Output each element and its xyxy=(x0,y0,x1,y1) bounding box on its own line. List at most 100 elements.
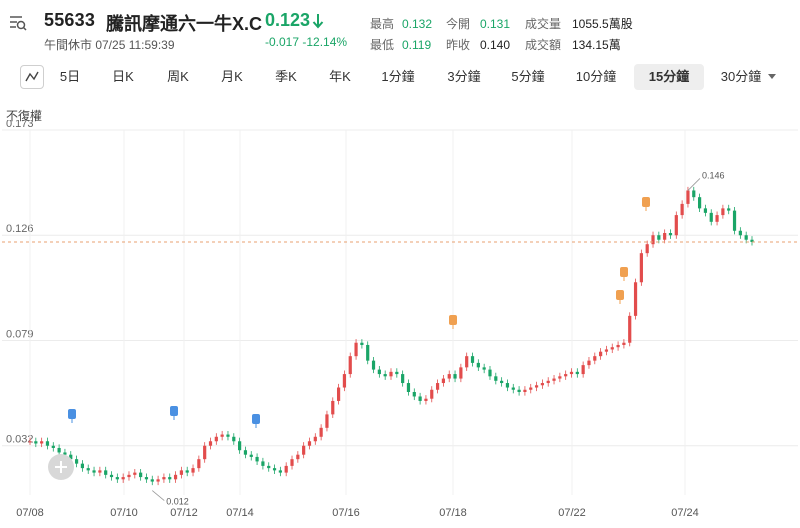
candle-body xyxy=(703,208,708,213)
candle-body xyxy=(738,230,742,236)
candle-body xyxy=(715,215,719,222)
stat-label: 最低 xyxy=(370,38,395,52)
candle-body xyxy=(203,445,207,460)
candle-body xyxy=(668,233,673,236)
tab-monthly-k[interactable]: 月K xyxy=(221,69,243,84)
candle-body xyxy=(697,197,702,209)
candle-body xyxy=(581,365,585,375)
candle-body xyxy=(459,367,463,379)
candle-body xyxy=(663,233,667,240)
caret-down-icon[interactable] xyxy=(768,74,776,80)
price-chart[interactable]: 0.173 0.126 0.079 0.032 07/08 07/10 07/12 07/14… xyxy=(0,120,800,528)
candle-body xyxy=(476,362,480,368)
candle-body xyxy=(412,391,416,397)
plus-circle-icon[interactable] xyxy=(48,454,74,480)
candle-body xyxy=(633,282,638,316)
candle-body xyxy=(604,349,609,352)
candle-body xyxy=(511,387,515,390)
signal-marker xyxy=(616,290,624,300)
candle-body xyxy=(45,441,50,446)
tab-weekly-k[interactable]: 周K xyxy=(167,69,189,84)
tab-15min[interactable]: 15分鐘 xyxy=(634,64,704,90)
candle-body xyxy=(610,347,614,350)
candle-body xyxy=(98,470,102,473)
candle-body xyxy=(587,360,591,366)
x-tick-label: 07/24 xyxy=(671,507,699,519)
candle-body xyxy=(226,434,230,437)
x-tick-label: 07/12 xyxy=(170,507,198,519)
signal-marker xyxy=(449,315,457,325)
candle-body xyxy=(383,374,387,377)
stats-col-3: 成交量 成交額 xyxy=(525,14,561,56)
candle-body xyxy=(243,450,248,455)
candle-body xyxy=(296,454,300,460)
candle-body xyxy=(220,434,224,437)
signal-marker xyxy=(642,197,650,207)
tab-daily-k[interactable]: 日K xyxy=(112,69,134,84)
y-tick-label: 0.126 xyxy=(6,223,34,235)
candle-body xyxy=(51,445,55,448)
candle-body xyxy=(28,441,32,443)
y-tick-label: 0.079 xyxy=(6,328,34,340)
candle-body xyxy=(657,235,661,240)
x-tick-label: 07/18 xyxy=(439,507,467,519)
candle-body xyxy=(104,470,108,475)
candle-body xyxy=(144,477,149,480)
candle-body xyxy=(523,389,527,392)
candle-body xyxy=(208,441,213,446)
candle-body xyxy=(92,470,96,473)
candle-body xyxy=(121,477,125,480)
candle-body xyxy=(377,369,381,375)
market-status: 午間休市 07/25 11:59:39 xyxy=(44,38,175,52)
price-change: -0.017 -12.14% xyxy=(265,35,348,49)
candle-body xyxy=(628,315,632,343)
candle-body xyxy=(197,459,201,469)
signal-marker xyxy=(252,414,260,424)
y-tick-label: 0.032 xyxy=(6,434,34,446)
candle-body xyxy=(336,387,341,401)
candle-body xyxy=(127,474,131,478)
adjustment-label[interactable]: 不復權 xyxy=(6,109,43,123)
candle-body xyxy=(179,470,183,475)
tab-quarterly-k[interactable]: 季K xyxy=(275,69,297,84)
tab-1min[interactable]: 1分鐘 xyxy=(381,69,415,84)
candle-body xyxy=(150,479,154,482)
signal-marker xyxy=(68,409,76,419)
tab-yearly-k[interactable]: 年K xyxy=(329,69,351,84)
annotation-leader xyxy=(152,490,165,501)
stat-label: 成交量 xyxy=(525,17,562,31)
tab-5d[interactable]: 5日 xyxy=(59,69,81,84)
candle-body xyxy=(651,235,655,245)
x-tick-label: 07/16 xyxy=(332,507,360,519)
search-list-icon[interactable] xyxy=(8,13,28,33)
candle-body xyxy=(290,459,294,466)
candle-body xyxy=(371,360,376,370)
signal-marker xyxy=(620,267,628,277)
line-chart-icon[interactable] xyxy=(20,65,44,89)
candle-body xyxy=(249,454,253,457)
arrow-down-icon xyxy=(312,14,324,29)
candle-body xyxy=(86,468,90,471)
candle-body xyxy=(255,456,259,462)
candle-body xyxy=(465,356,469,368)
stat-label: 今開 xyxy=(446,17,471,31)
candle-body xyxy=(406,383,411,392)
tab-3min[interactable]: 3分鐘 xyxy=(447,69,481,84)
candle-body xyxy=(552,378,556,381)
candle-body xyxy=(750,239,754,242)
tab-5min[interactable]: 5分鐘 xyxy=(511,69,545,84)
annotation-leader xyxy=(687,178,701,191)
candle-body xyxy=(139,472,143,478)
candle-body xyxy=(302,445,306,455)
candle-body xyxy=(534,385,539,388)
stat-label: 成交額 xyxy=(525,38,562,52)
candle-body xyxy=(395,371,399,375)
candle-body xyxy=(232,436,236,442)
tab-10min[interactable]: 10分鐘 xyxy=(575,69,617,84)
stats-col-1-values: 0.132 0.119 xyxy=(402,14,432,56)
candle-body xyxy=(639,253,643,283)
tab-30min[interactable]: 30分鐘 xyxy=(720,69,762,84)
candle-body xyxy=(680,203,684,216)
candle-body xyxy=(238,441,242,451)
candle-body xyxy=(721,208,725,216)
